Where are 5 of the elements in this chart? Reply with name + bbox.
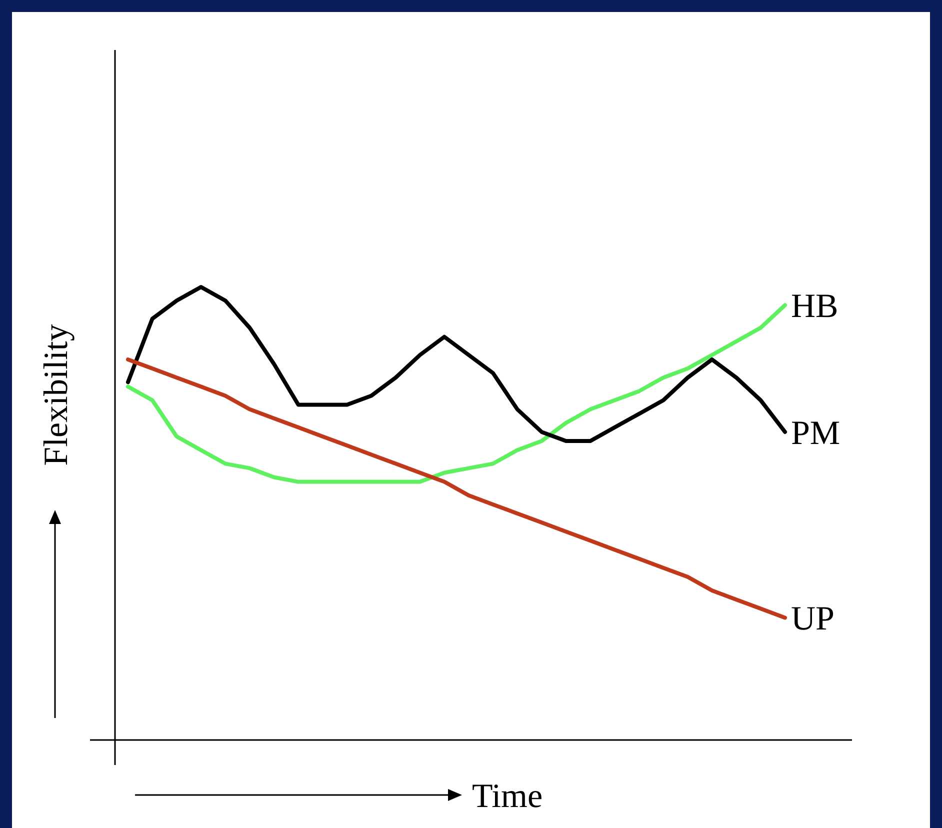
series-label: UP [791,600,834,638]
series-label: HB [791,288,838,326]
x-axis-title: Time [472,778,543,815]
y-axis-title: Flexibility [38,324,75,466]
series-label: PM [791,414,840,452]
